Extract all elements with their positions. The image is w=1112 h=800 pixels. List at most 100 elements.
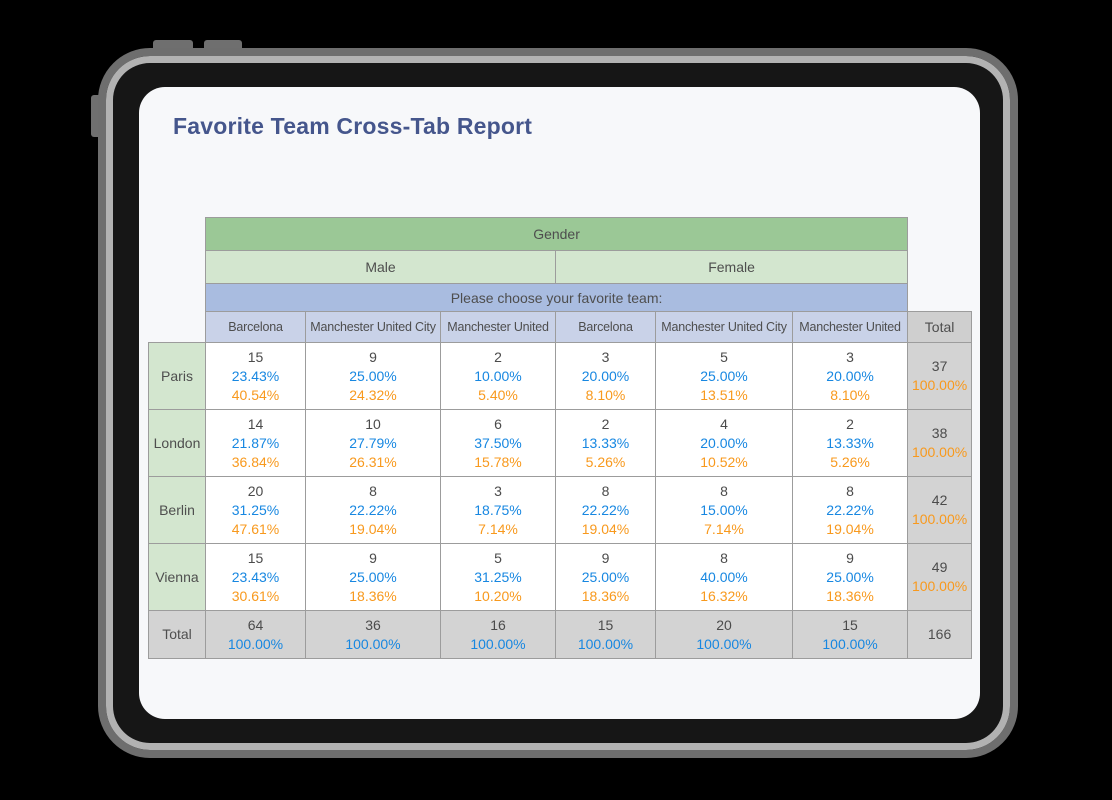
row-percent-value: 21.87% bbox=[231, 434, 280, 451]
col-percent-value: 19.04% bbox=[581, 520, 630, 537]
count-value: 2 bbox=[846, 415, 854, 432]
row-percent-value: 20.00% bbox=[700, 434, 748, 451]
count-value: 3 bbox=[846, 348, 854, 365]
table-row: Berlin 20 31.25% 47.61% 8 22.22% 19.04% 3 18.75%… bbox=[148, 476, 973, 544]
column-total-cell: 20 100.00% bbox=[655, 610, 793, 659]
table-row: London 14 21.87% 36.84% 10 27.79% 26.31% 6 37.50… bbox=[148, 409, 973, 477]
row-percent-value: 100.00% bbox=[696, 635, 752, 652]
column-header-man-utd-city-female: Manchester United City bbox=[655, 311, 793, 343]
row-percent-value: 100.00% bbox=[822, 635, 878, 652]
col-percent-value: 18.36% bbox=[826, 587, 874, 604]
data-cell: 20 31.25% 47.61% bbox=[205, 476, 306, 544]
data-cell: 10 27.79% 26.31% bbox=[305, 409, 441, 477]
row-percent-value: 22.22% bbox=[349, 501, 397, 518]
count-value: 10 bbox=[365, 415, 381, 432]
column-header-man-utd-female: Manchester United bbox=[791, 311, 909, 343]
row-percent-value: 100.00% bbox=[227, 635, 284, 652]
row-percent-value: 40.00% bbox=[700, 568, 748, 585]
report-title: Favorite Team Cross-Tab Report bbox=[173, 113, 533, 139]
data-cell: 15 23.43% 30.61% bbox=[205, 543, 306, 611]
count-value: 9 bbox=[369, 549, 377, 566]
data-cell: 8 40.00% 16.32% bbox=[655, 543, 793, 611]
count-value: 15 bbox=[597, 616, 614, 633]
row-percent-value: 20.00% bbox=[826, 367, 874, 384]
count-value: 9 bbox=[601, 549, 610, 566]
row-percent-value: 15.00% bbox=[700, 501, 748, 518]
column-header-barcelona-male: Barcelona bbox=[205, 311, 306, 343]
col-percent-value: 36.84% bbox=[231, 453, 280, 470]
row-percent-value: 20.00% bbox=[581, 367, 630, 384]
count-value: 8 bbox=[720, 482, 728, 499]
count-value: 14 bbox=[247, 415, 264, 432]
count-value: 15 bbox=[842, 616, 858, 633]
count-value: 20 bbox=[247, 482, 264, 499]
data-cell: 8 15.00% 7.14% bbox=[655, 476, 793, 544]
corner-spacer bbox=[908, 284, 972, 312]
data-cell: 5 25.00% 13.51% bbox=[655, 342, 793, 410]
data-cell: 5 31.25% 10.20% bbox=[440, 543, 556, 611]
row-percent-value: 22.22% bbox=[581, 501, 630, 518]
row-percent-value: 25.00% bbox=[826, 568, 874, 585]
count-value: 2 bbox=[494, 348, 502, 365]
column-total-cell: 64 100.00% bbox=[205, 610, 306, 659]
corner-spacer bbox=[149, 218, 206, 251]
col-percent-value: 18.36% bbox=[349, 587, 397, 604]
count-value: 2 bbox=[601, 415, 610, 432]
data-cell: 6 37.50% 15.78% bbox=[440, 409, 556, 477]
row-percent-value: 10.00% bbox=[474, 367, 522, 384]
col-percent-value: 16.32% bbox=[700, 587, 748, 604]
col-percent-value: 47.61% bbox=[231, 520, 280, 537]
count-value: 64 bbox=[247, 616, 264, 633]
col-percent-value: 8.10% bbox=[830, 386, 870, 403]
male-header: Male bbox=[205, 250, 556, 284]
col-percent-value: 5.40% bbox=[478, 386, 518, 403]
row-label: Paris bbox=[148, 342, 206, 410]
data-cell: 4 20.00% 10.52% bbox=[655, 409, 793, 477]
row-percent-value: 23.43% bbox=[231, 568, 280, 585]
row-percent-value: 18.75% bbox=[474, 501, 522, 518]
total-column-header: Total bbox=[907, 311, 973, 343]
table-total-row: Total 64 100.00% 36 100.00% 16 100.00% 15 100.00… bbox=[148, 610, 973, 659]
tablet-screen: Favorite Team Cross-Tab Report Gender Ma… bbox=[139, 87, 980, 719]
data-cell: 3 20.00% 8.10% bbox=[791, 342, 909, 410]
data-cell: 8 22.22% 19.04% bbox=[305, 476, 441, 544]
col-percent-value: 18.36% bbox=[581, 587, 630, 604]
row-percent-value: 25.00% bbox=[349, 568, 397, 585]
count-value: 16 bbox=[490, 616, 506, 633]
data-cell: 8 22.22% 19.04% bbox=[791, 476, 909, 544]
table-row: Paris 15 23.43% 40.54% 9 25.00% 24.32% 2 10.00% 5… bbox=[148, 342, 973, 410]
col-percent-value: 10.20% bbox=[474, 587, 522, 604]
row-total-cell: 49 100.00% bbox=[907, 543, 973, 611]
col-percent-value: 100.00% bbox=[911, 511, 968, 527]
col-percent-value: 19.04% bbox=[349, 520, 397, 537]
data-cell: 3 20.00% 8.10% bbox=[555, 342, 656, 410]
count-value: 38 bbox=[931, 425, 948, 441]
data-cell: 9 25.00% 18.36% bbox=[791, 543, 909, 611]
count-value: 6 bbox=[494, 415, 502, 432]
question-header: Please choose your favorite team: bbox=[204, 283, 909, 312]
data-cell: 14 21.87% 36.84% bbox=[205, 409, 306, 477]
corner-spacer bbox=[149, 284, 206, 312]
crosstab-data-rows: Gender Male Female Please choose your fa… bbox=[148, 217, 973, 659]
count-value: 5 bbox=[720, 348, 728, 365]
col-percent-value: 15.78% bbox=[474, 453, 522, 470]
data-cell: 9 25.00% 18.36% bbox=[555, 543, 656, 611]
row-label: Vienna bbox=[148, 543, 206, 611]
data-cell: 15 23.43% 40.54% bbox=[205, 342, 306, 410]
row-label: Berlin bbox=[148, 476, 206, 544]
count-value: 3 bbox=[494, 482, 502, 499]
crosstab-table: Gender Male Female Please choose your fa… bbox=[148, 217, 973, 659]
column-total-cell: 36 100.00% bbox=[305, 610, 441, 659]
count-value: 4 bbox=[720, 415, 728, 432]
data-cell: 8 22.22% 19.04% bbox=[555, 476, 656, 544]
row-percent-value: 100.00% bbox=[470, 635, 526, 652]
col-percent-value: 100.00% bbox=[911, 578, 968, 594]
data-cell: 9 25.00% 24.32% bbox=[305, 342, 441, 410]
grand-total-cell: 166 bbox=[907, 610, 973, 659]
count-value: 8 bbox=[369, 482, 377, 499]
row-percent-value: 25.00% bbox=[700, 367, 748, 384]
corner-spacer bbox=[149, 312, 206, 343]
col-percent-value: 5.26% bbox=[585, 453, 626, 470]
count-value: 20 bbox=[716, 616, 732, 633]
